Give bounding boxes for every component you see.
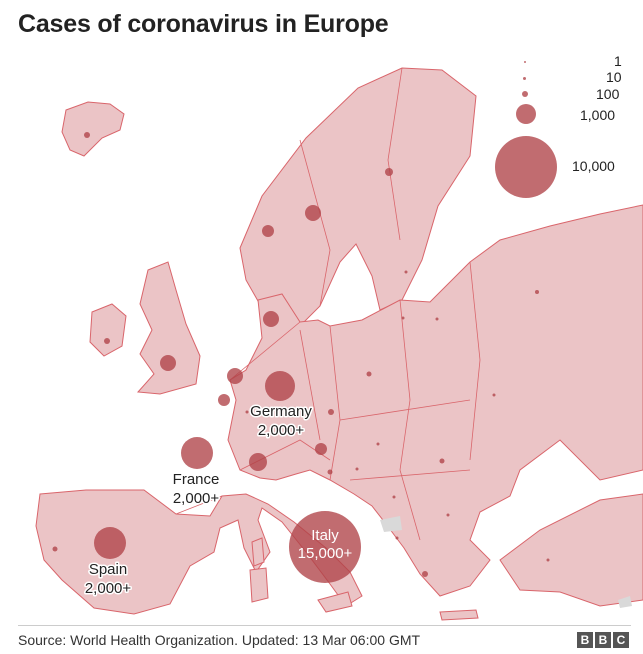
bubble-italy: [289, 511, 361, 583]
bubble-ukraine: [492, 393, 496, 397]
non-europe-land: [380, 516, 632, 608]
bubble-estonia: [404, 270, 408, 274]
map-title: Cases of coronavirus in Europe: [18, 10, 389, 38]
legend-dot-10: [523, 77, 526, 80]
bubble-belgium: [218, 394, 230, 406]
bubble-norway: [262, 225, 274, 237]
legend-label-1: 1: [614, 53, 622, 69]
bubble-france: [181, 437, 213, 469]
bubble-germany: [265, 371, 295, 401]
legend-label-10000: 10,000: [572, 158, 615, 174]
legend: 1 10 100 1,000 10,000: [488, 52, 643, 204]
bubble-albania: [395, 536, 399, 540]
bubble-spain: [94, 527, 126, 559]
landmass-scandinavia: [239, 67, 477, 327]
landmass-sardinia: [249, 567, 269, 603]
landmass-ireland: [89, 303, 127, 357]
bubble-portugal: [52, 546, 58, 552]
bubble-ireland: [104, 338, 110, 344]
bubble-hungary: [376, 442, 380, 446]
landmass-great-britain: [136, 261, 201, 395]
bubble-czechia: [328, 409, 334, 415]
bubble-luxembourg: [245, 410, 249, 414]
label-germany-name: Germany: [250, 403, 312, 420]
bubble-bulgaria: [446, 513, 450, 517]
bubble-denmark: [263, 311, 279, 327]
bubble-russia: [535, 290, 539, 294]
bubble-iceland: [84, 132, 90, 138]
country-borders: [175, 67, 481, 541]
footer-divider: [18, 625, 631, 626]
case-bubbles: [52, 132, 550, 583]
europe-map: Germany 2,000+ France 2,000+ Spain 2,000…: [35, 67, 643, 621]
bbc-logo-letter: B: [577, 632, 593, 648]
bubble-sweden: [305, 205, 321, 221]
bubble-slovenia: [327, 469, 333, 475]
landmass-corsica: [251, 537, 265, 567]
legend-label-1000: 1,000: [580, 107, 616, 123]
bbc-logo-letter: B: [595, 632, 611, 648]
source-note: Source: World Health Organization. Updat…: [18, 632, 421, 648]
country-labels: Germany 2,000+ France 2,000+ Spain 2,000…: [83, 402, 353, 599]
legend-dot-1000: [516, 104, 536, 124]
bubble-greece: [422, 571, 428, 577]
bubble-uk: [160, 355, 176, 371]
label-france-name: France: [173, 471, 220, 488]
landmass-turkey-anatomy: [499, 493, 643, 607]
bubble-poland: [366, 371, 372, 377]
legend-dot-1: [524, 61, 526, 63]
label-italy-name: Italy: [311, 527, 339, 544]
label-spain-cases: 2,000+: [85, 580, 132, 597]
legend-label-10: 10: [606, 69, 622, 85]
bubble-croatia: [355, 467, 359, 471]
bubble-turkey: [546, 558, 550, 562]
bbc-logo: B B C: [577, 632, 629, 648]
landmass-iceland: [61, 101, 125, 157]
landmass-europe-mainland: [35, 204, 643, 615]
bubble-serbia: [392, 495, 396, 499]
landmass-grey-region: [380, 516, 402, 532]
landmass-grey-cyprus: [618, 596, 632, 608]
label-italy-cases: 15,000+: [298, 545, 353, 562]
bubble-belarus: [435, 317, 439, 321]
bubble-switzerland: [249, 453, 267, 471]
bubble-lithuania: [401, 316, 405, 320]
bubble-finland: [385, 168, 393, 176]
bubble-austria: [315, 443, 327, 455]
landmass-sicily: [317, 591, 353, 613]
label-germany-cases: 2,000+: [258, 422, 305, 439]
legend-dot-10000: [495, 136, 557, 198]
legend-dot-100: [522, 91, 528, 97]
label-france-cases: 2,000+: [173, 490, 220, 507]
legend-label-100: 100: [596, 86, 620, 102]
land-masses: [35, 67, 643, 621]
label-spain-name: Spain: [89, 561, 127, 578]
landmass-crete: [439, 609, 479, 621]
bubble-netherlands: [227, 368, 243, 384]
bubble-romania: [439, 458, 445, 464]
bbc-logo-letter: C: [613, 632, 629, 648]
